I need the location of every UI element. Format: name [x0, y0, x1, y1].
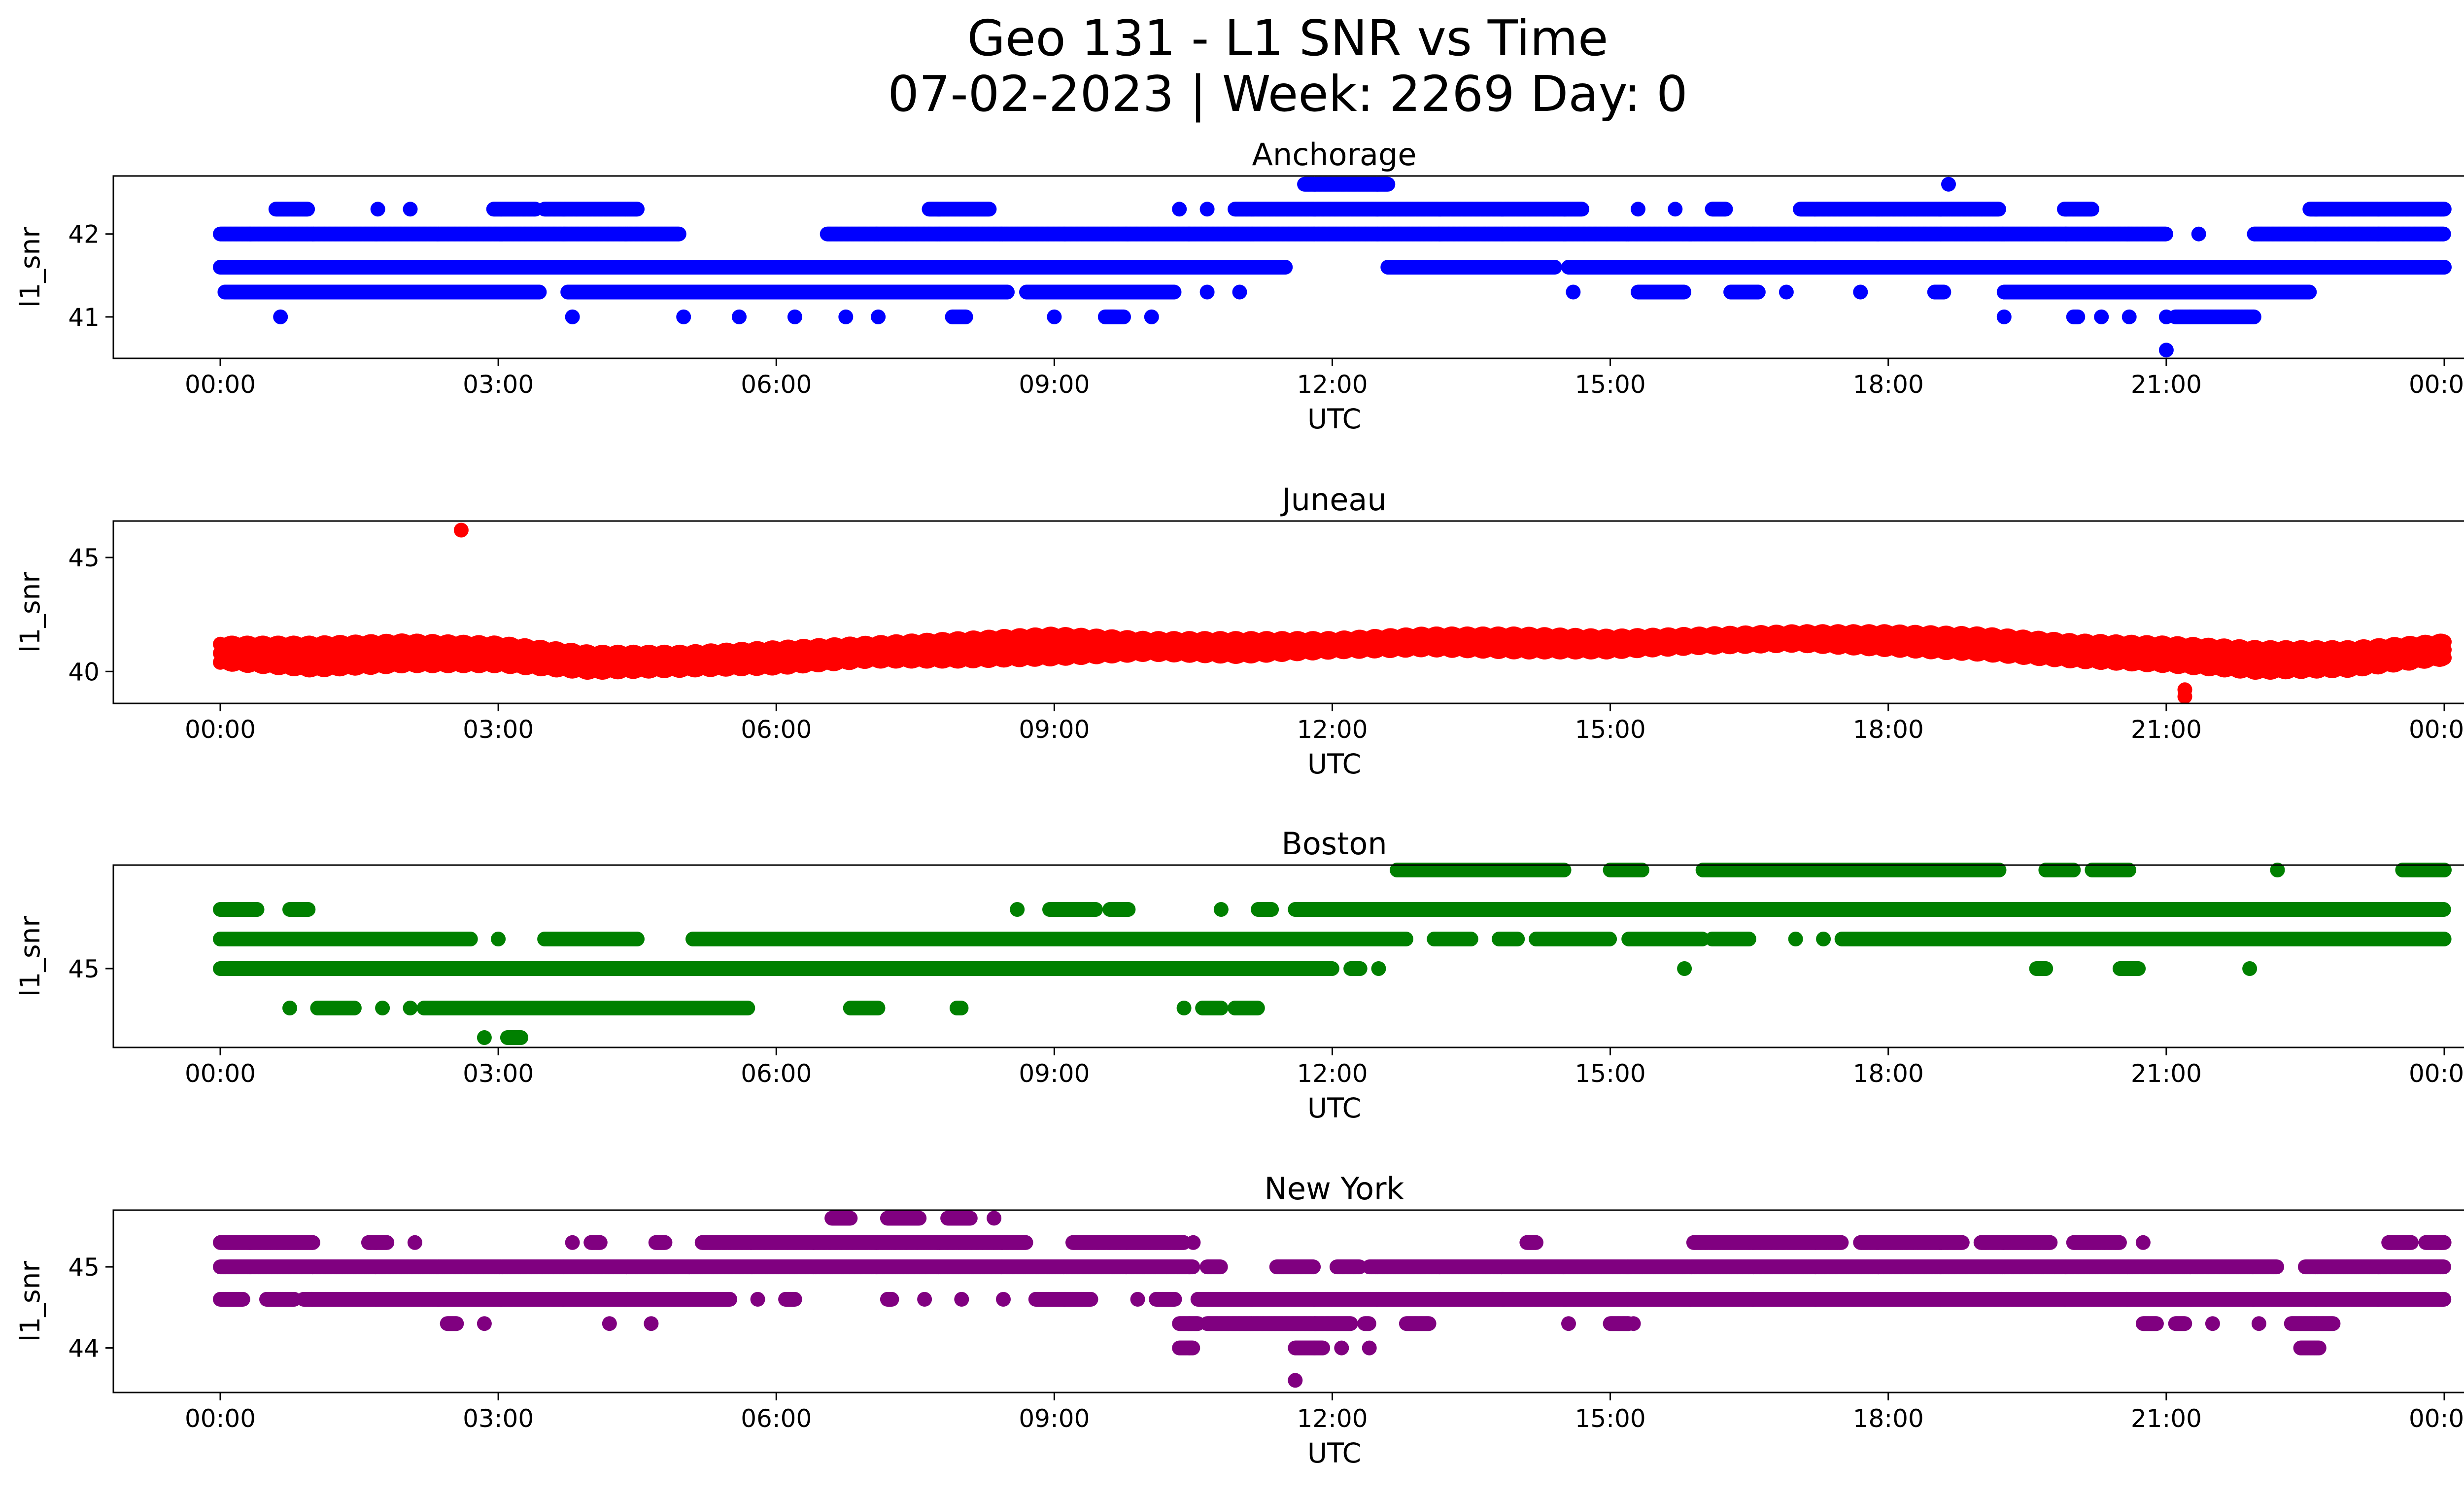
- data-point: [1668, 202, 1683, 217]
- data-point: [1718, 202, 1733, 217]
- data-point: [1380, 176, 1396, 192]
- data-point: [1574, 202, 1590, 217]
- data-point: [1631, 202, 1645, 217]
- data-point: [2436, 202, 2452, 217]
- series-anchorage-points: [213, 176, 2452, 358]
- figure-title-line2: 07-02-2023 | Week: 2269 Day: 0: [888, 65, 1687, 123]
- data-point: [1199, 202, 1215, 217]
- figure-title-line1: Geo 131 - L1 SNR vs Time: [967, 9, 1608, 67]
- data-point: [2158, 226, 2173, 242]
- panel-title: Anchorage: [1252, 137, 1416, 173]
- data-point: [982, 202, 997, 217]
- data-point: [2436, 226, 2451, 242]
- data-point: [671, 226, 686, 242]
- data-point: [300, 202, 315, 217]
- data-point: [1172, 202, 1187, 217]
- data-point: [403, 202, 418, 217]
- data-point: [1941, 176, 1956, 192]
- data-point: [1991, 202, 2006, 217]
- data-point: [1278, 260, 1293, 275]
- data-point: [370, 202, 385, 217]
- data-point: [2084, 202, 2099, 217]
- data-point: [630, 202, 645, 217]
- data-point: [2191, 226, 2206, 242]
